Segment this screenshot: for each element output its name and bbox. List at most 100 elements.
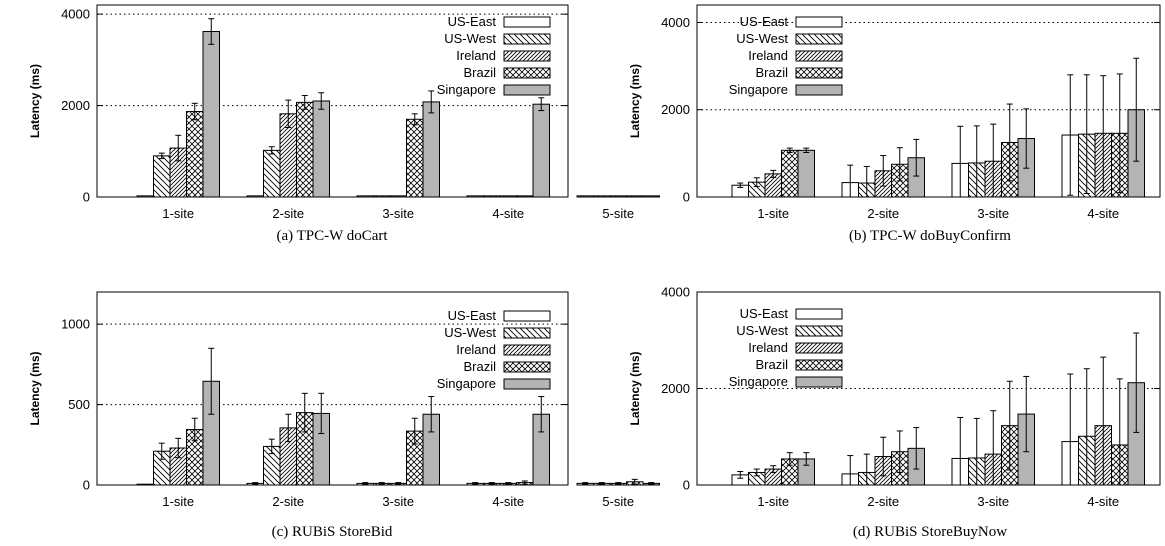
- legend-swatch: [795, 50, 843, 62]
- legend-swatch: [795, 67, 843, 79]
- panel-caption: (d) RUBiS StoreBuyNow: [853, 524, 1007, 540]
- panel-rubis-storebuynow: 0200040001-site2-site3-site4-site5-siteL…: [628, 285, 1161, 540]
- legend-swatch: [503, 327, 551, 339]
- x-tick-label: 1-site: [757, 206, 789, 221]
- y-tick-label: 0: [683, 478, 690, 493]
- bar-singapore-3-site: [422, 101, 440, 198]
- bar-brazil-5-site: [626, 195, 644, 198]
- legend-label: US-East: [448, 308, 497, 323]
- legend-label: Ireland: [748, 340, 788, 355]
- legend-swatch: [503, 378, 551, 390]
- panel-tpcw-docart: 0 2000 4000 1-site 2-site 3-site 4-site 5-site L…: [28, 4, 660, 244]
- legend-swatch: [503, 84, 551, 96]
- x-tick-label: 3-site: [977, 494, 1009, 509]
- x-tick-label: 5-site: [602, 206, 634, 221]
- bar-brazil-3-site: [406, 118, 424, 198]
- bar-us-east-5-site: [576, 195, 594, 198]
- legend-swatch: [795, 33, 843, 45]
- legend-label: US-West: [444, 325, 496, 340]
- y-axis-label: Latency (ms): [28, 64, 42, 138]
- x-tick-label: 4-site: [1087, 206, 1119, 221]
- legend-label: Singapore: [437, 376, 496, 391]
- legend-label: Brazil: [463, 65, 496, 80]
- y-tick-label: 0: [683, 190, 690, 205]
- legend-swatch: [795, 308, 843, 320]
- x-tick-label: 2-site: [272, 206, 304, 221]
- x-tick-label: 1-site: [757, 494, 789, 509]
- legend-label: US-West: [736, 31, 788, 46]
- bar-us-west-5-site: [593, 195, 611, 198]
- legend-swatch: [795, 325, 843, 337]
- y-tick-label: 0: [83, 190, 90, 205]
- bar-brazil-2-site: [296, 101, 314, 198]
- legend-swatch: [503, 310, 551, 322]
- x-tick-label: 3-site: [382, 206, 414, 221]
- bar-singapore-1-site: [797, 149, 815, 198]
- panel-caption: (b) TPC-W doBuyConfirm: [849, 228, 1011, 244]
- y-tick-label: 2000: [61, 98, 90, 113]
- y-tick-label: 4000: [661, 15, 690, 30]
- bar-brazil-1-site: [186, 111, 204, 198]
- legend-swatch: [503, 344, 551, 356]
- y-tick-label: 500: [68, 397, 90, 412]
- x-tick-label: 2-site: [867, 206, 899, 221]
- panel-rubis-storebid: 0 500 1000 1-site 2-site 3-site 4-site 5-site La…: [28, 291, 660, 540]
- bar-us-west-1-site: [153, 155, 171, 198]
- x-tick-label: 4-site: [492, 494, 524, 509]
- legend-label: US-West: [444, 31, 496, 46]
- legend-label: Brazil: [755, 357, 788, 372]
- plot-frame: [696, 4, 1161, 198]
- x-tick-label: 5-site: [602, 494, 634, 509]
- legend-swatch: [795, 359, 843, 371]
- legend-label: Ireland: [456, 48, 496, 63]
- legend-label: US-West: [736, 323, 788, 338]
- y-tick-label: 4000: [661, 285, 690, 300]
- legend-label: US-East: [740, 306, 789, 321]
- bar-singapore-1-site: [202, 31, 220, 198]
- y-tick-label: 0: [83, 478, 90, 493]
- y-tick-label: 1000: [61, 317, 90, 332]
- x-tick-label: 1-site: [162, 494, 194, 509]
- bar-brazil-1-site: [781, 149, 799, 198]
- x-tick-label: 3-site: [977, 206, 1009, 221]
- legend-label: US-East: [448, 14, 497, 29]
- x-tick-label: 2-site: [867, 494, 899, 509]
- panel-tpcw-dobuyconfirm: 0200040001-site2-site3-site4-site5-siteL…: [628, 4, 1161, 244]
- plot-frame: [696, 291, 1161, 486]
- legend-label: Ireland: [748, 48, 788, 63]
- panel-caption: (a) TPC-W doCart: [276, 228, 388, 244]
- legend-swatch: [795, 376, 843, 388]
- bar-singapore-5-site: [642, 195, 660, 198]
- plot-frame: [96, 291, 569, 486]
- legend-swatch: [503, 16, 551, 28]
- legend-label: Singapore: [437, 82, 496, 97]
- y-tick-label: 4000: [61, 7, 90, 22]
- legend-swatch: [503, 33, 551, 45]
- x-tick-label: 2-site: [272, 494, 304, 509]
- bar-singapore-4-site: [532, 103, 550, 198]
- bar-singapore-2-site: [312, 100, 330, 198]
- bar-us-west-2-site: [263, 149, 281, 198]
- legend-label: Brazil: [463, 359, 496, 374]
- x-tick-label: 4-site: [1087, 494, 1119, 509]
- panel-caption: (c) RUBiS StoreBid: [272, 524, 393, 540]
- bar-ireland-5-site: [609, 195, 627, 198]
- legend-swatch: [795, 342, 843, 354]
- y-tick-label: 2000: [661, 102, 690, 117]
- y-axis-label: Latency (ms): [628, 64, 642, 138]
- legend-swatch: [795, 84, 843, 96]
- y-axis-label: Latency (ms): [628, 351, 642, 425]
- x-tick-label: 4-site: [492, 206, 524, 221]
- legend-swatch: [503, 50, 551, 62]
- legend-label: Ireland: [456, 342, 496, 357]
- legend-label: Brazil: [755, 65, 788, 80]
- legend-swatch: [503, 361, 551, 373]
- x-tick-label: 1-site: [162, 206, 194, 221]
- legend-swatch: [795, 16, 843, 28]
- plot-frame: [96, 4, 569, 198]
- y-tick-label: 2000: [661, 381, 690, 396]
- y-axis-label: Latency (ms): [28, 351, 42, 425]
- legend-label: US-East: [740, 14, 789, 29]
- legend-swatch: [503, 67, 551, 79]
